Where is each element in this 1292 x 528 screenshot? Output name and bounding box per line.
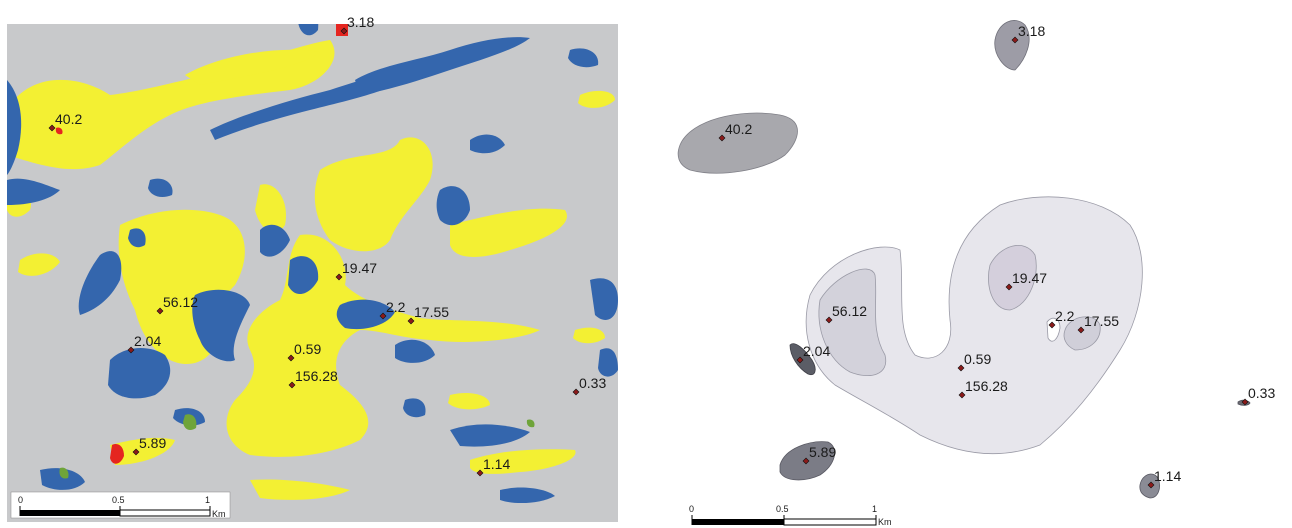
right-point-marker-0	[1011, 36, 1019, 44]
left-point-marker-0	[340, 27, 348, 35]
right-scalebar-segment-black	[692, 519, 784, 525]
right-map: 3.18 40.2 19.47 56.12 2.2 17.55 2.04 0.59 156.28…	[677, 20, 1275, 527]
contour-56-inner	[818, 268, 887, 376]
left-point-label-8: 156.28	[295, 368, 338, 384]
left-point-marker-6	[127, 346, 135, 354]
contour-19-inner	[988, 245, 1037, 311]
right-point-label-5: 17.55	[1084, 313, 1119, 329]
right-point-label-11: 1.14	[1154, 468, 1181, 484]
left-point-label-5: 17.55	[414, 304, 449, 320]
blue-class-areas	[7, 24, 618, 504]
right-point-label-7: 0.59	[964, 351, 991, 367]
right-point-marker-11	[1147, 481, 1155, 489]
contour-17-inner	[1063, 316, 1101, 351]
left-scalebar-tick-2: 1	[205, 495, 210, 505]
right-point-marker-5	[1077, 326, 1085, 334]
left-point-label-3: 56.12	[163, 294, 198, 310]
left-point-marker-7	[287, 354, 295, 362]
left-point-marker-11	[476, 469, 484, 477]
density-contours	[677, 20, 1251, 499]
green-class-areas	[59, 414, 535, 479]
contour-40-blob	[677, 112, 798, 174]
right-point-label-4: 2.2	[1055, 308, 1075, 324]
left-point-label-11: 1.14	[483, 456, 510, 472]
right-point-marker-7	[957, 364, 965, 372]
left-point-label-9: 0.33	[579, 375, 606, 391]
right-scalebar-tick-1: 0.5	[776, 504, 789, 514]
left-point-marker-2	[335, 273, 343, 281]
right-point-marker-9	[1241, 398, 1249, 406]
right-point-label-9: 0.33	[1248, 385, 1275, 401]
right-point-label-0: 3.18	[1018, 23, 1045, 39]
left-point-marker-5	[407, 317, 415, 325]
left-point-label-10: 5.89	[139, 435, 166, 451]
right-point-label-10: 5.89	[809, 444, 836, 460]
left-scalebar: 0 0.5 1 Km	[10, 491, 231, 519]
left-point-label-2: 19.47	[342, 260, 377, 276]
right-map-points: 3.18 40.2 19.47 56.12 2.2 17.55 2.04 0.59 156.28…	[718, 23, 1275, 489]
right-point-label-8: 156.28	[965, 378, 1008, 394]
left-point-label-4: 2.2	[386, 299, 406, 315]
yellow-class-areas	[7, 40, 615, 500]
right-point-label-1: 40.2	[725, 121, 752, 137]
right-scalebar-tick-2: 1	[872, 504, 877, 514]
left-point-marker-1	[48, 124, 56, 132]
left-point-label-6: 2.04	[134, 333, 161, 349]
right-point-label-2: 19.47	[1012, 270, 1047, 286]
left-point-marker-10	[132, 448, 140, 456]
left-scalebar-unit: Km	[212, 509, 226, 519]
right-point-label-3: 56.12	[832, 303, 867, 319]
right-point-marker-3	[825, 316, 833, 324]
left-point-marker-9	[572, 388, 580, 396]
right-scalebar-segment-white	[783, 518, 877, 526]
left-scalebar-tick-1: 0.5	[112, 495, 125, 505]
right-point-marker-8	[958, 391, 966, 399]
left-point-label-1: 40.2	[55, 111, 82, 127]
right-point-label-6: 2.04	[803, 343, 830, 359]
right-scalebar-tick-0: 0	[689, 504, 694, 514]
right-point-marker-10	[802, 457, 810, 465]
left-point-label-0: 3.18	[347, 14, 374, 30]
right-point-marker-2	[1005, 283, 1013, 291]
right-point-marker-4	[1048, 321, 1056, 329]
right-point-marker-1	[718, 134, 726, 142]
left-point-marker-3	[156, 307, 164, 315]
right-point-marker-6	[796, 356, 804, 364]
left-scalebar-segment-black	[20, 510, 120, 516]
left-scalebar-segment-white	[119, 509, 211, 517]
left-scalebar-tick-0: 0	[18, 495, 23, 505]
left-point-marker-8	[288, 381, 296, 389]
contour-3.18-blob	[994, 20, 1030, 71]
left-point-label-7: 0.59	[294, 341, 321, 357]
left-map-points: 3.18 40.2 19.47 56.12 2.2 17.55 2.04 0.59 156.28…	[48, 14, 606, 477]
right-scalebar-unit: Km	[878, 517, 892, 527]
right-scalebar: 0 0.5 1 Km	[689, 504, 892, 527]
left-point-marker-4	[379, 312, 387, 320]
contour-large-outer	[805, 196, 1143, 455]
